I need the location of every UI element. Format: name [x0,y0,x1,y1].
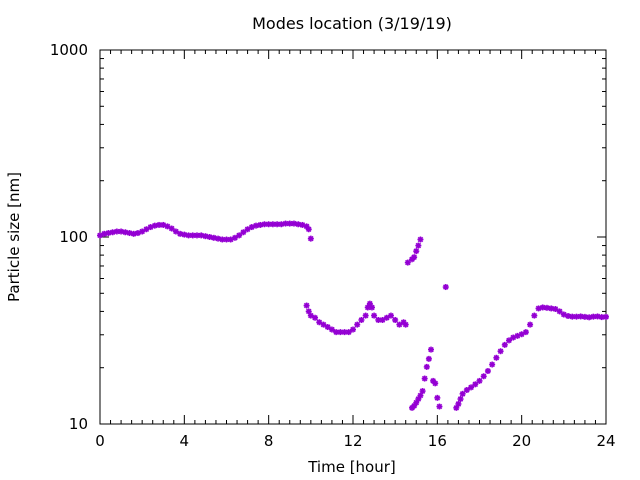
data-point [476,377,483,384]
data-point [345,329,352,336]
plot-border [99,49,607,425]
data-point [402,321,409,328]
data-point [286,220,293,227]
x-tick-label: 20 [512,432,531,450]
data-point [411,254,418,261]
data-point [316,319,323,326]
axis-tick-labels: 0 4 8 12 16 20 24 10 100 1000 [50,41,616,450]
data-point [522,329,529,336]
data-point [539,304,546,311]
data-point [497,348,504,355]
data-point [432,380,439,387]
data-point [350,326,356,333]
data-point [436,403,443,410]
data-point [305,226,312,233]
data-point [493,354,500,361]
x-tick-label: 24 [596,432,615,450]
data-point [472,381,479,388]
data-point [307,235,314,242]
data-point [328,326,335,333]
data-point [556,308,563,315]
data-point [387,312,394,319]
data-point [312,314,319,321]
data-point [417,236,424,243]
x-tick-label: 16 [428,432,447,450]
data-point [371,312,378,319]
chart-title: Modes location (3/19/19) [252,14,452,33]
data-point [419,388,426,395]
data-point [468,384,475,391]
data-point [423,363,430,370]
data-point [480,373,487,380]
data-point [548,305,555,312]
data-point [392,316,399,323]
data-point [413,248,420,255]
data-point [362,312,369,319]
data-point [531,312,538,319]
y-tick-label: 10 [69,415,88,433]
data-points [97,220,609,411]
data-point [428,346,435,353]
data-point [484,368,491,375]
data-point [594,313,601,320]
data-point [236,232,243,239]
data-point [354,321,361,328]
y-axis-label: Particle size [nm] [5,172,23,302]
axis-ticks [99,49,607,425]
x-tick-label: 8 [264,432,274,450]
data-point [463,386,470,393]
plot-area-frame [99,49,607,425]
data-point [299,221,306,228]
data-point [396,321,403,328]
x-axis-label: Time [hour] [307,458,396,476]
data-point [368,304,375,311]
data-point [552,306,559,313]
x-tick-label: 12 [343,432,362,450]
data-point [527,321,534,328]
data-point [565,313,572,320]
data-point [231,234,238,241]
data-point [501,341,508,348]
data-point [168,225,175,232]
data-point [202,233,209,240]
data-point [442,284,449,291]
data-point [151,222,158,229]
data-point [240,229,247,236]
data-point [455,400,462,407]
data-point [425,355,432,362]
data-point [581,313,588,320]
data-point [535,305,542,312]
data-point [320,321,327,328]
data-point [506,337,513,344]
y-tick-label: 1000 [50,41,88,59]
data-point [172,228,179,235]
data-point [421,375,428,382]
data-point [453,404,460,411]
x-tick-label: 4 [180,432,190,450]
data-point [489,361,496,368]
data-point [457,396,464,403]
data-point [603,313,609,320]
data-point [415,242,422,249]
data-point [379,316,386,323]
x-tick-label: 0 [95,432,105,450]
data-point [156,221,163,228]
data-point [303,302,310,309]
data-point [404,259,411,266]
data-point [434,394,441,401]
data-point [358,316,365,323]
data-point [459,390,466,397]
y-tick-label: 100 [59,228,88,246]
data-point [333,329,340,336]
data-point [324,324,331,331]
